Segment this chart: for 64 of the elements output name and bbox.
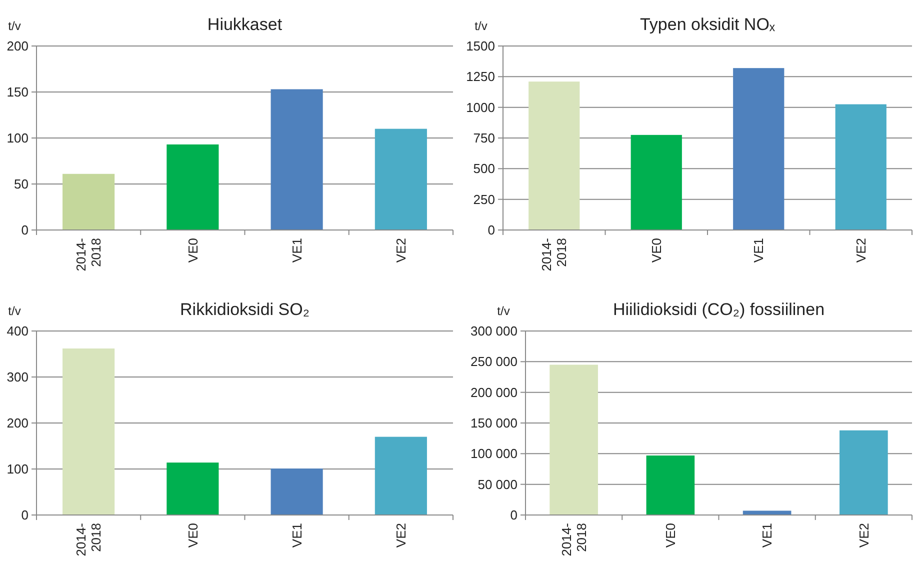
- x-tick-label: VE0: [648, 238, 664, 263]
- chart-title: Hiilidioksidi (CO₂) fossiilinen: [612, 300, 825, 319]
- chart-title: Rikkidioksidi SO₂: [180, 300, 310, 319]
- y-tick-label: 100: [6, 130, 28, 146]
- x-tick-label: VE1: [760, 523, 775, 548]
- y-tick-label: 250: [473, 192, 495, 207]
- x-tick-label: VE2: [393, 523, 408, 548]
- y-tick-label: 150 000: [470, 416, 518, 431]
- x-tick-label: VE1: [289, 238, 304, 263]
- y-axis-title: t/v: [497, 304, 510, 318]
- bar: [374, 436, 427, 515]
- y-tick-label: 200: [6, 416, 28, 431]
- y-tick-label: 0: [21, 222, 28, 238]
- bar: [840, 430, 888, 515]
- y-tick-label: 100 000: [470, 446, 518, 462]
- y-tick-label: 200 000: [470, 384, 518, 400]
- y-tick-label: 200: [6, 38, 28, 54]
- y-tick-label: 0: [21, 508, 28, 523]
- bar: [742, 510, 792, 515]
- bar: [550, 364, 598, 515]
- y-tick-label: 0: [488, 222, 495, 238]
- x-tick-label: VE2: [856, 523, 872, 548]
- x-tick-label: VE0: [185, 238, 200, 263]
- bar: [374, 128, 427, 230]
- x-tick-label: VE0: [662, 523, 678, 548]
- y-tick-label: 150: [6, 84, 28, 100]
- y-tick-label: 1500: [466, 38, 495, 54]
- x-tick-label: 2014-2018: [74, 238, 104, 272]
- x-tick-label: VE1: [751, 238, 766, 263]
- x-tick-label: 2014-2018: [539, 238, 570, 272]
- y-tick-label: 500: [473, 161, 495, 176]
- bar: [733, 68, 784, 230]
- chart-title: Typen oksidit NOₓ: [640, 15, 776, 34]
- bar: [166, 462, 219, 515]
- chart-title: Hiukkaset: [207, 15, 282, 34]
- bar: [62, 174, 115, 230]
- x-tick-label: VE1: [289, 523, 304, 548]
- y-tick-label: 50: [14, 176, 28, 192]
- bar: [270, 468, 323, 515]
- bar: [270, 89, 323, 230]
- x-tick-label: 2014-2018: [558, 523, 589, 556]
- y-tick-label: 50 000: [478, 476, 518, 492]
- y-tick-label: 100: [6, 462, 28, 477]
- y-tick-label: 1000: [466, 100, 495, 115]
- y-tick-label: 1250: [466, 69, 495, 84]
- y-tick-label: 750: [473, 130, 495, 146]
- y-axis-title: t/v: [8, 304, 21, 318]
- x-tick-label: 2014-2018: [74, 523, 104, 556]
- y-tick-label: 300 000: [470, 324, 518, 339]
- y-tick-label: 250 000: [470, 354, 518, 370]
- bar: [62, 348, 115, 515]
- x-tick-label: VE2: [393, 238, 408, 263]
- bar: [166, 144, 219, 230]
- x-tick-label: VE2: [853, 238, 868, 263]
- bar: [646, 456, 695, 515]
- x-tick-label: VE0: [185, 523, 200, 548]
- y-tick-label: 400: [6, 324, 28, 339]
- bar: [835, 104, 886, 230]
- y-axis-title: t/v: [8, 19, 21, 33]
- y-tick-label: 0: [510, 508, 518, 523]
- y-tick-label: 300: [6, 370, 28, 385]
- y-axis-title: t/v: [474, 19, 488, 33]
- bar: [528, 82, 580, 230]
- bar: [630, 134, 682, 230]
